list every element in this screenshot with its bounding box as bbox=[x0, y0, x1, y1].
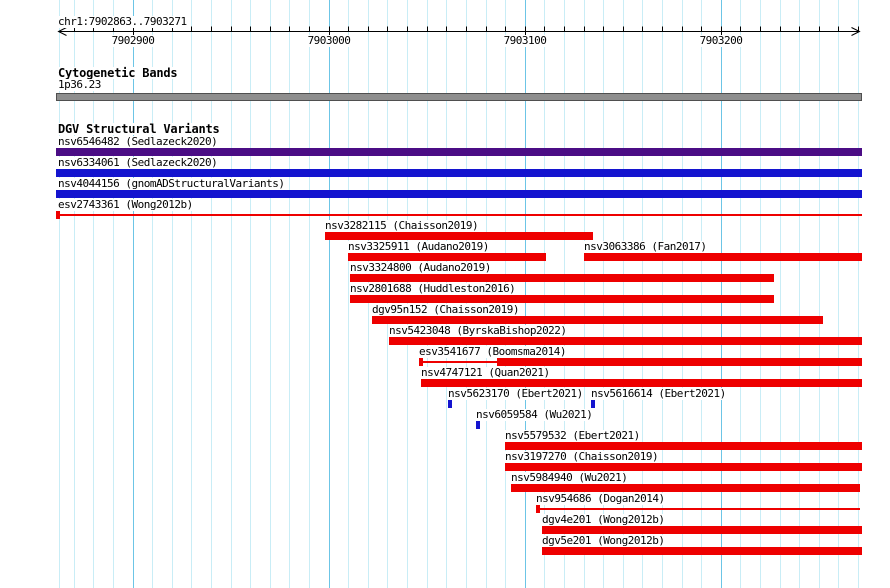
gridline-minor bbox=[309, 0, 310, 588]
cytogenetic-bands-heading: Cytogenetic Bands bbox=[57, 66, 179, 80]
ruler-tick-label: 7903000 bbox=[304, 35, 354, 47]
variant-bar[interactable] bbox=[511, 484, 860, 492]
variant-label[interactable]: nsv6059584 (Wu2021) bbox=[475, 408, 594, 421]
gridline-minor bbox=[838, 0, 839, 588]
gridline-minor bbox=[603, 0, 604, 588]
gridline-minor bbox=[211, 0, 212, 588]
gridline-major bbox=[721, 0, 722, 588]
variant-bar[interactable] bbox=[56, 190, 862, 198]
dgv-structural-variants-heading: DGV Structural Variants bbox=[57, 122, 221, 136]
variant-bar[interactable] bbox=[421, 379, 862, 387]
gridline-minor bbox=[191, 0, 192, 588]
gridline-minor bbox=[819, 0, 820, 588]
variant-label[interactable]: nsv5616614 (Ebert2021) bbox=[590, 387, 727, 400]
gridline-minor bbox=[623, 0, 624, 588]
gridline-major bbox=[329, 0, 330, 588]
gridline-minor bbox=[682, 0, 683, 588]
gridline-minor bbox=[231, 0, 232, 588]
variant-label[interactable]: nsv3282115 (Chaisson2019) bbox=[324, 219, 480, 232]
gridline-minor bbox=[74, 0, 75, 588]
variant-label[interactable]: dgv95n152 (Chaisson2019) bbox=[371, 303, 520, 316]
variant-label[interactable]: dgv5e201 (Wong2012b) bbox=[541, 534, 666, 547]
variant-bar[interactable] bbox=[350, 274, 774, 282]
gridline-minor bbox=[584, 0, 585, 588]
variant-label[interactable]: nsv4747121 (Quan2021) bbox=[420, 366, 551, 379]
gridline-minor bbox=[740, 0, 741, 588]
gridline-minor bbox=[799, 0, 800, 588]
variant-label[interactable]: nsv5984940 (Wu2021) bbox=[510, 471, 629, 484]
variant-bar[interactable] bbox=[505, 463, 862, 471]
variant-label[interactable]: nsv3197270 (Chaisson2019) bbox=[504, 450, 660, 463]
variant-bar[interactable] bbox=[56, 169, 862, 177]
gridline-minor bbox=[270, 0, 271, 588]
gridline-minor bbox=[113, 0, 114, 588]
gridline-minor bbox=[642, 0, 643, 588]
variant-label[interactable]: nsv6546482 (Sedlazeck2020) bbox=[57, 135, 219, 148]
variant-point[interactable] bbox=[591, 400, 595, 408]
variant-label[interactable]: nsv3325911 (Audano2019) bbox=[347, 240, 490, 253]
variant-label[interactable]: nsv954686 (Dogan2014) bbox=[535, 492, 666, 505]
variant-bar[interactable] bbox=[56, 148, 862, 156]
variant-label[interactable]: nsv2801688 (Huddleston2016) bbox=[349, 282, 517, 295]
gridline-minor bbox=[172, 0, 173, 588]
gridline-minor bbox=[289, 0, 290, 588]
variant-label[interactable]: esv3541677 (Boomsma2014) bbox=[418, 345, 567, 358]
variant-label[interactable]: nsv4044156 (gnomADStructuralVariants) bbox=[57, 177, 286, 190]
gridline-major bbox=[525, 0, 526, 588]
gridline-minor bbox=[250, 0, 251, 588]
variant-label[interactable]: esv2743361 (Wong2012b) bbox=[57, 198, 194, 211]
variant-thin-line[interactable] bbox=[536, 508, 860, 510]
variant-point[interactable] bbox=[476, 421, 480, 429]
variant-label[interactable]: nsv5579532 (Ebert2021) bbox=[504, 429, 641, 442]
gridline-minor bbox=[662, 0, 663, 588]
gridline-minor bbox=[152, 0, 153, 588]
variant-label[interactable]: nsv6334061 (Sedlazeck2020) bbox=[57, 156, 219, 169]
ruler-tick-label: 7903200 bbox=[696, 35, 746, 47]
variant-label[interactable]: nsv3324800 (Audano2019) bbox=[349, 261, 492, 274]
variant-bar[interactable] bbox=[497, 358, 862, 366]
gridline-minor bbox=[858, 0, 859, 588]
region-title: chr1:7902863..7903271 bbox=[57, 15, 188, 28]
variant-point[interactable] bbox=[448, 400, 452, 408]
ruler-tick-label: 7902900 bbox=[108, 35, 158, 47]
gridline-minor bbox=[93, 0, 94, 588]
variant-label[interactable]: dgv4e201 (Wong2012b) bbox=[541, 513, 666, 526]
variant-bar[interactable] bbox=[350, 295, 774, 303]
gridline-minor bbox=[348, 0, 349, 588]
variant-bar[interactable] bbox=[348, 253, 546, 261]
variant-label[interactable]: nsv3063386 (Fan2017) bbox=[583, 240, 708, 253]
gridline-major bbox=[133, 0, 134, 588]
gridline-minor bbox=[544, 0, 545, 588]
variant-bar[interactable] bbox=[325, 232, 593, 240]
variant-bar[interactable] bbox=[372, 316, 823, 324]
gridline-minor bbox=[701, 0, 702, 588]
gridline-minor bbox=[564, 0, 565, 588]
variant-label[interactable]: nsv5423048 (ByrskaBishop2022) bbox=[388, 324, 568, 337]
variant-bar[interactable] bbox=[542, 547, 862, 555]
variant-thin-line[interactable] bbox=[56, 214, 862, 216]
cytoband-bar[interactable] bbox=[56, 93, 862, 101]
variant-bar[interactable] bbox=[389, 337, 862, 345]
gridline-minor bbox=[780, 0, 781, 588]
variant-bar[interactable] bbox=[505, 442, 862, 450]
variant-bar[interactable] bbox=[584, 253, 862, 261]
variant-bar[interactable] bbox=[542, 526, 862, 534]
gridline-minor bbox=[760, 0, 761, 588]
gridline-minor bbox=[59, 0, 60, 588]
variant-thin-line[interactable] bbox=[419, 361, 497, 363]
cytoband-name: 1p36.23 bbox=[57, 78, 102, 91]
variant-label[interactable]: nsv5623170 (Ebert2021) bbox=[447, 387, 584, 400]
ruler-tick-label: 7903100 bbox=[500, 35, 550, 47]
